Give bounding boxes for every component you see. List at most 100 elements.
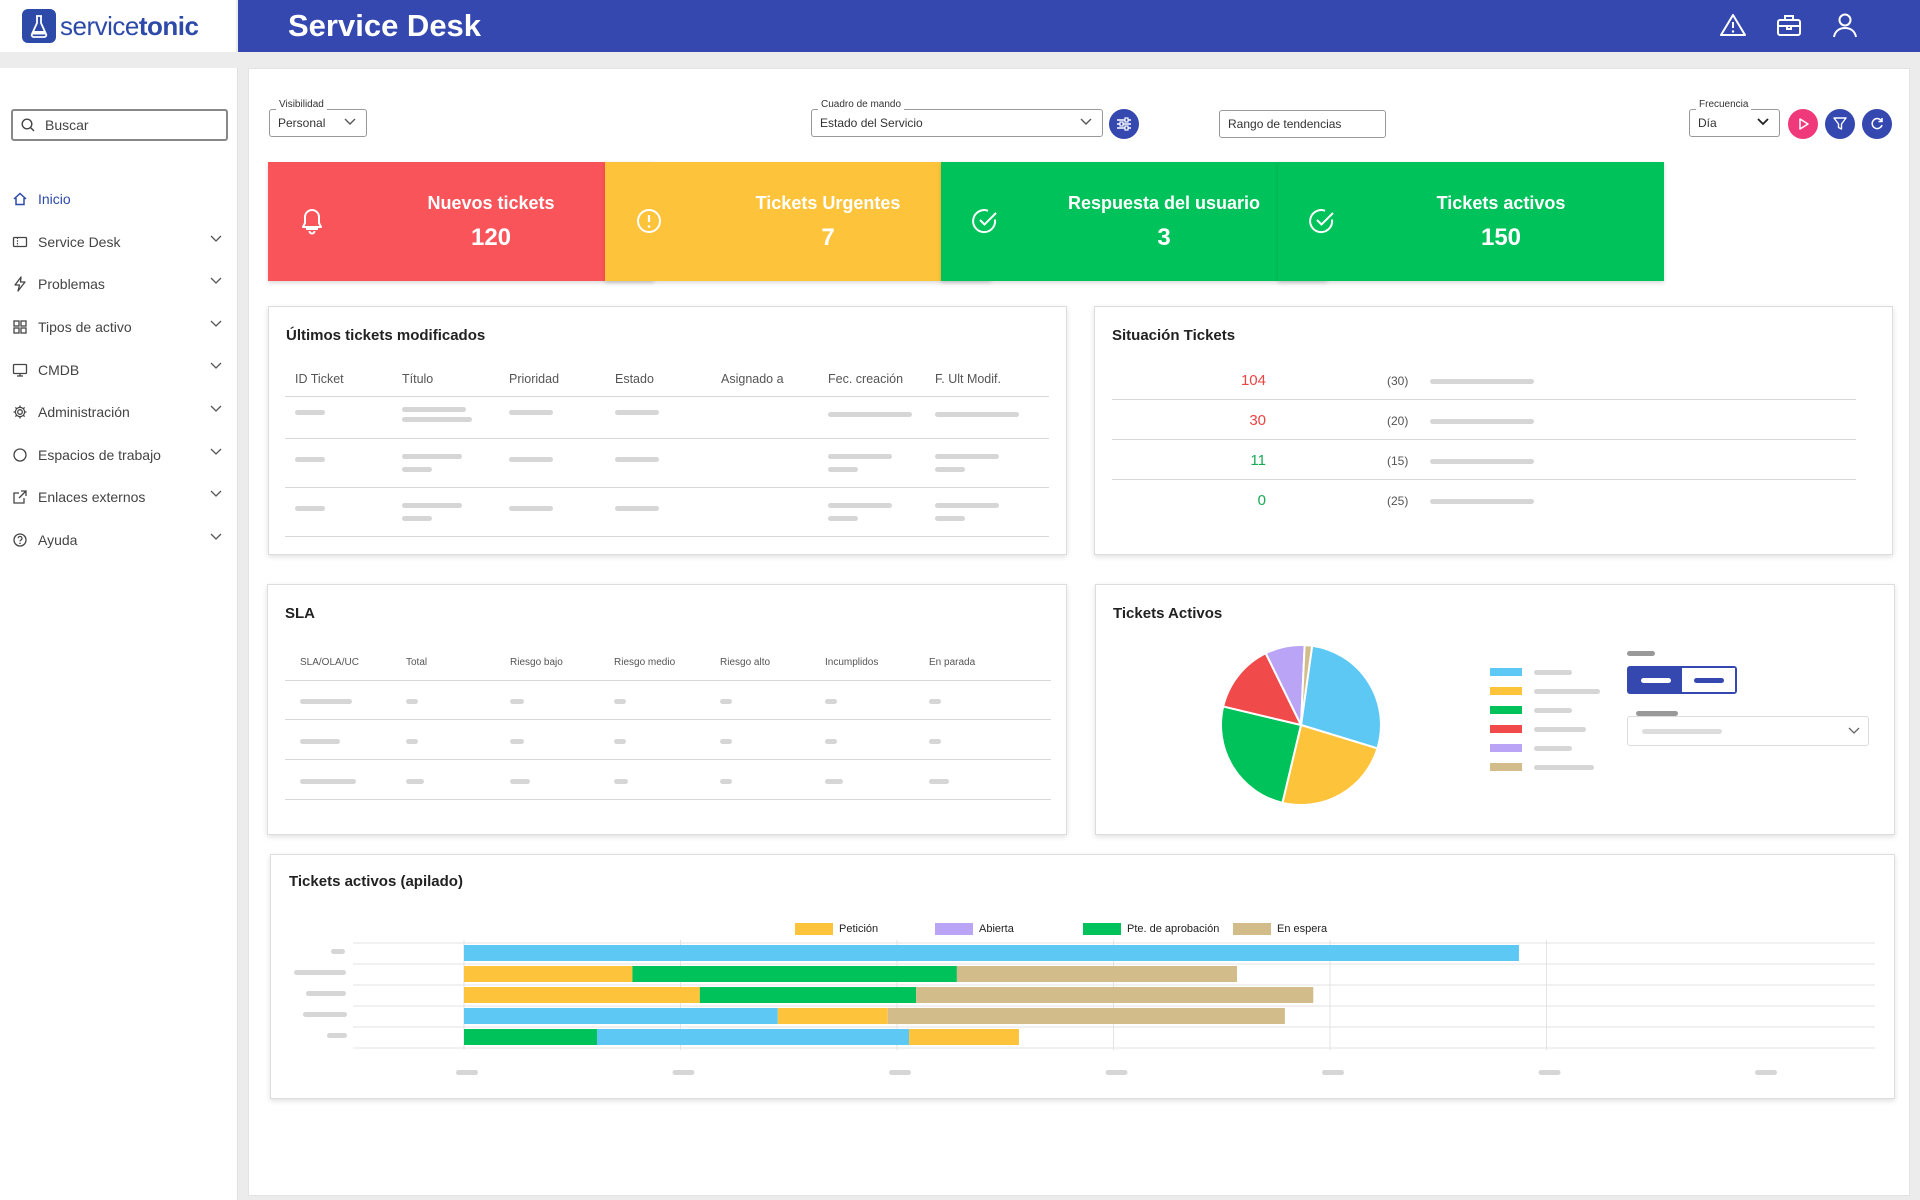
table-cell-placeholder: [509, 457, 553, 462]
stacked-bar-segment[interactable]: [777, 1008, 888, 1024]
visibility-label: Visibilidad: [276, 99, 327, 110]
column-header[interactable]: Título: [402, 372, 434, 386]
column-header[interactable]: Incumplidos: [825, 657, 879, 668]
alert-circle-icon: [637, 209, 661, 233]
chevron-down-icon: [210, 320, 222, 327]
dashboard-settings-button[interactable]: [1109, 109, 1139, 139]
play-button[interactable]: [1788, 109, 1818, 139]
column-header[interactable]: ID Ticket: [295, 372, 344, 386]
warning-icon[interactable]: [1718, 10, 1748, 40]
column-header[interactable]: F. Ult Modif.: [935, 372, 1001, 386]
stacked-bar-segment[interactable]: [916, 987, 1314, 1003]
trend-range-input[interactable]: Rango de tendencias: [1219, 110, 1386, 138]
pie-slice[interactable]: [1221, 651, 1303, 727]
stacked-bar-segment[interactable]: [887, 1008, 1285, 1024]
dashboard-select[interactable]: Cuadro de mando Estado del Servicio: [811, 99, 1103, 137]
column-header[interactable]: Total: [406, 657, 428, 668]
view-toggle[interactable]: [1627, 666, 1737, 694]
legend-swatch: [1490, 668, 1522, 676]
chart-option-select[interactable]: [1627, 716, 1869, 746]
toggle-option-1[interactable]: [1629, 668, 1682, 692]
stacked-tickets-title: Tickets activos (apilado): [289, 873, 463, 890]
stacked-bar-segment[interactable]: [464, 966, 633, 982]
x-tick-placeholder: [1105, 1070, 1128, 1075]
refresh-button[interactable]: [1862, 109, 1892, 139]
refresh-icon: [1871, 117, 1883, 130]
play-icon: [1799, 118, 1809, 130]
pie-slice[interactable]: [1281, 723, 1379, 806]
sidebar-item-service-desk[interactable]: Service Desk: [0, 221, 238, 264]
legend-label-placeholder: [1534, 670, 1572, 675]
column-header[interactable]: Asignado a: [721, 372, 784, 386]
stacked-bar-segment[interactable]: [464, 1029, 597, 1045]
chevron-down-icon: [1757, 118, 1769, 126]
situation-value[interactable]: 30: [1249, 412, 1266, 429]
kpi-card-1[interactable]: Nuevos tickets 120: [268, 162, 654, 281]
frequency-value: Día: [1698, 116, 1717, 130]
legend-item[interactable]: Abierta: [935, 923, 1014, 935]
kpi-card-3[interactable]: Respuesta del usuario 3: [941, 162, 1327, 281]
column-header[interactable]: Prioridad: [509, 372, 560, 386]
sla-cell-placeholder: [929, 739, 941, 744]
pie-slice[interactable]: [1220, 705, 1303, 805]
sidebar-item-tipos-de-activo[interactable]: Tipos de activo: [0, 306, 238, 349]
kpi-label: Respuesta del usuario: [1067, 193, 1261, 213]
legend-item[interactable]: Petición: [795, 923, 878, 935]
table-cell-placeholder: [402, 467, 432, 472]
sidebar-item-label: Tipos de activo: [38, 319, 132, 336]
stacked-bar-segment[interactable]: [632, 966, 957, 982]
column-header[interactable]: SLA/OLA/UC: [300, 657, 359, 668]
chevron-down-icon: [210, 448, 222, 455]
monitor-icon: [12, 362, 28, 378]
kpi-card-2[interactable]: Tickets Urgentes 7: [605, 162, 991, 281]
stacked-bar-segment[interactable]: [464, 987, 700, 1003]
stacked-bar-segment[interactable]: [956, 966, 1238, 982]
search-input[interactable]: Buscar: [11, 109, 228, 141]
sla-cell-placeholder: [406, 779, 424, 784]
check-circle-icon: [972, 209, 997, 234]
legend-item[interactable]: En espera: [1233, 923, 1327, 935]
table-cell-placeholder: [509, 410, 553, 415]
column-header[interactable]: Riesgo medio: [614, 657, 676, 668]
stacked-bar-segment[interactable]: [464, 945, 1519, 961]
pie-slice[interactable]: [1299, 644, 1382, 750]
stacked-bar-segment[interactable]: [464, 1008, 778, 1024]
pie-slice[interactable]: [1300, 644, 1314, 726]
divider: [285, 396, 1049, 397]
stacked-bar-segment[interactable]: [596, 1029, 910, 1045]
column-header[interactable]: Riesgo alto: [720, 657, 771, 668]
toolbox-icon[interactable]: [1774, 10, 1804, 40]
sidebar-item-espacios-de-trabajo[interactable]: Espacios de trabajo: [0, 434, 238, 477]
trend-range-label: Rango de tendencias: [1228, 117, 1342, 131]
column-header[interactable]: Estado: [615, 372, 654, 386]
sla-cell-placeholder: [614, 739, 626, 744]
sidebar-item-cmdb[interactable]: CMDB: [0, 348, 238, 391]
filter-button[interactable]: [1825, 109, 1855, 139]
sidebar-item-problemas[interactable]: Problemas: [0, 263, 238, 306]
user-icon[interactable]: [1830, 10, 1860, 40]
sidebar-item-label: Ayuda: [38, 532, 78, 549]
sidebar-item-inicio[interactable]: Inicio: [0, 178, 238, 221]
kpi-card-4[interactable]: Tickets activos 150: [1278, 162, 1664, 281]
stacked-bar-segment[interactable]: [699, 987, 917, 1003]
column-header[interactable]: Riesgo bajo: [510, 657, 563, 668]
frequency-select[interactable]: Frecuencia Día: [1689, 99, 1780, 137]
situation-value[interactable]: 11: [1250, 452, 1266, 469]
stacked-tickets-card: Tickets activos (apilado) Petición Abiert…: [270, 854, 1895, 1099]
sidebar-item-administración[interactable]: Administración: [0, 391, 238, 434]
situation-value[interactable]: 104: [1240, 372, 1266, 389]
toggle-option-2[interactable]: [1682, 668, 1735, 692]
visibility-select[interactable]: Visibilidad Personal: [269, 99, 367, 137]
sidebar-item-ayuda[interactable]: Ayuda: [0, 519, 238, 562]
column-header[interactable]: En parada: [929, 657, 976, 668]
legend-label-placeholder: [1534, 765, 1594, 770]
situation-count: (25): [1387, 494, 1409, 508]
y-tick-placeholder: [294, 970, 346, 975]
chevron-down-icon: [210, 235, 222, 242]
legend-item[interactable]: Pte. de aprobación: [1083, 923, 1219, 935]
column-header[interactable]: Fec. creación: [828, 372, 904, 386]
sidebar-item-enlaces-externos[interactable]: Enlaces externos: [0, 476, 238, 519]
stacked-bar-segment[interactable]: [909, 1029, 1019, 1045]
situation-value[interactable]: 0: [1257, 492, 1266, 509]
logo[interactable]: servicetonic: [0, 0, 236, 52]
